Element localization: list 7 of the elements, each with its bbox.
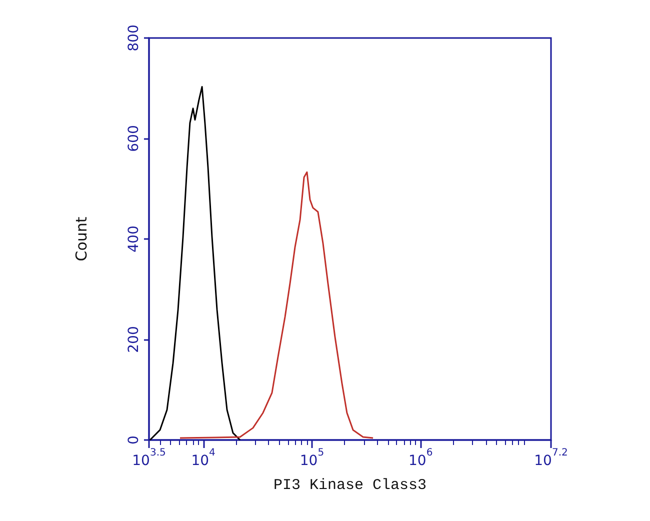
y-tick-label: 0	[126, 436, 142, 444]
y-tick-label: 400	[126, 226, 142, 252]
y-axis-title: Count	[72, 216, 90, 262]
y-tick-label: 600	[126, 125, 142, 152]
y-tick-label: 800	[126, 24, 142, 52]
y-tick-label: 200	[126, 326, 142, 353]
x-axis-title: PI3 Kinase Class3	[273, 477, 427, 494]
